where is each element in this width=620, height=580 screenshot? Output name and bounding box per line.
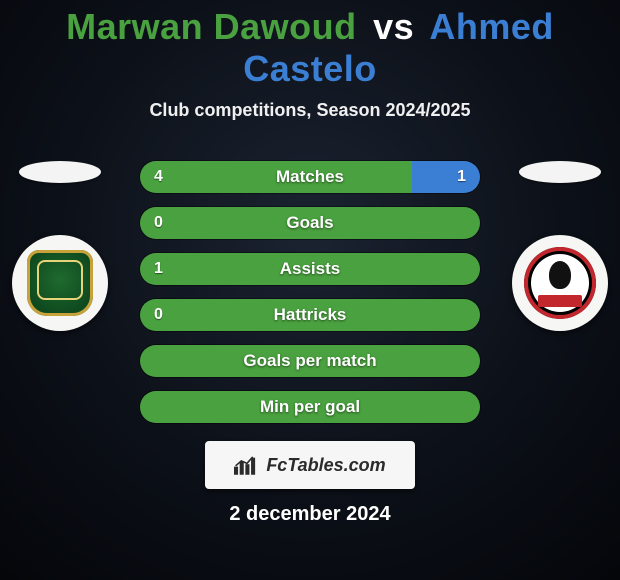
stat-segment-left <box>140 207 480 239</box>
stat-segment-left <box>140 299 480 331</box>
stat-row: Matches41 <box>140 161 480 193</box>
stat-row: Min per goal <box>140 391 480 423</box>
country-flag-right <box>519 161 601 183</box>
vs-label: vs <box>367 6 420 47</box>
stat-value-left: 0 <box>140 299 177 331</box>
stats-panel: ★★★★★★★ Matches41Goals0Assists1Hattricks… <box>0 161 620 421</box>
club-badge-left: ★★★★★★★ <box>12 235 108 331</box>
right-player-column <box>500 161 620 331</box>
stat-segment-left <box>140 253 480 285</box>
stat-segment-left <box>140 391 480 423</box>
club-crest-right-icon <box>524 247 596 319</box>
stat-value-left: 0 <box>140 207 177 239</box>
stat-row: Goals per match <box>140 345 480 377</box>
stat-bars: Matches41Goals0Assists1Hattricks0Goals p… <box>140 161 480 423</box>
club-badge-right <box>512 235 608 331</box>
date-label: 2 december 2024 <box>0 503 620 526</box>
subtitle: Club competitions, Season 2024/2025 <box>0 100 620 121</box>
fctables-logo-icon <box>234 454 260 476</box>
stat-segment-left <box>140 161 412 193</box>
infographic-root: Marwan Dawoud vs Ahmed Castelo Club comp… <box>0 0 620 580</box>
stat-row: Assists1 <box>140 253 480 285</box>
stat-value-left: 4 <box>140 161 177 193</box>
country-flag-left <box>19 161 101 183</box>
page-title: Marwan Dawoud vs Ahmed Castelo <box>0 0 620 90</box>
left-player-column: ★★★★★★★ <box>0 161 120 331</box>
stat-value-left: 1 <box>140 253 177 285</box>
club-banner-icon <box>538 295 582 307</box>
source-label: FcTables.com <box>266 455 385 476</box>
stat-row: Hattricks0 <box>140 299 480 331</box>
player1-name: Marwan Dawoud <box>66 6 357 47</box>
source-badge[interactable]: FcTables.com <box>205 441 415 489</box>
stat-segment-left <box>140 345 480 377</box>
club-crest-left-icon <box>27 250 93 316</box>
stat-row: Goals0 <box>140 207 480 239</box>
stat-value-right: 1 <box>443 161 480 193</box>
